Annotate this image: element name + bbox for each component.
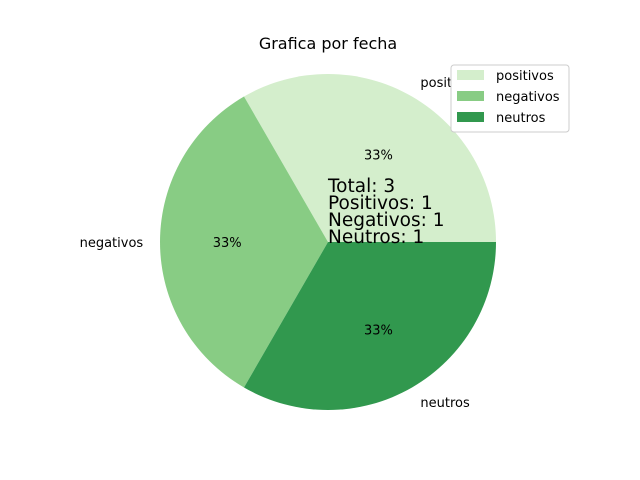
summary-neutros: Neutros: 1 xyxy=(328,227,424,248)
summary-negativos: Negativos: 1 xyxy=(328,210,444,231)
pie-slice-positivos xyxy=(244,73,496,242)
chart-title: Grafica por fecha xyxy=(259,34,397,53)
legend-swatch-positivos xyxy=(457,70,484,80)
pie-slice-neutros xyxy=(244,242,496,410)
percent-label-negativos: 33% xyxy=(213,236,242,251)
legend-label-negativos: negativos xyxy=(496,90,560,105)
summary-positivos: Positivos: 1 xyxy=(328,193,433,214)
pie-slice-negativos xyxy=(160,96,328,388)
percent-label-positivos: 33% xyxy=(364,149,393,164)
summary-total: Total: 3 xyxy=(327,176,395,197)
percent-labels: 33% 33% 33% xyxy=(213,149,393,339)
percent-label-neutros: 33% xyxy=(364,323,393,338)
legend-swatch-negativos xyxy=(457,91,484,101)
legend-label-positivos: positivos xyxy=(496,69,554,84)
legend-swatch-neutros xyxy=(457,112,484,122)
legend-label-neutros: neutros xyxy=(496,111,546,126)
summary-annotation: Total: 3 Positivos: 1 Negativos: 1 Neutr… xyxy=(327,176,444,248)
pie-slices xyxy=(160,73,496,410)
legend: positivos negativos neutros xyxy=(450,64,570,133)
slice-label-negativos: negativos xyxy=(80,236,144,251)
slice-label-neutros: neutros xyxy=(420,396,470,411)
